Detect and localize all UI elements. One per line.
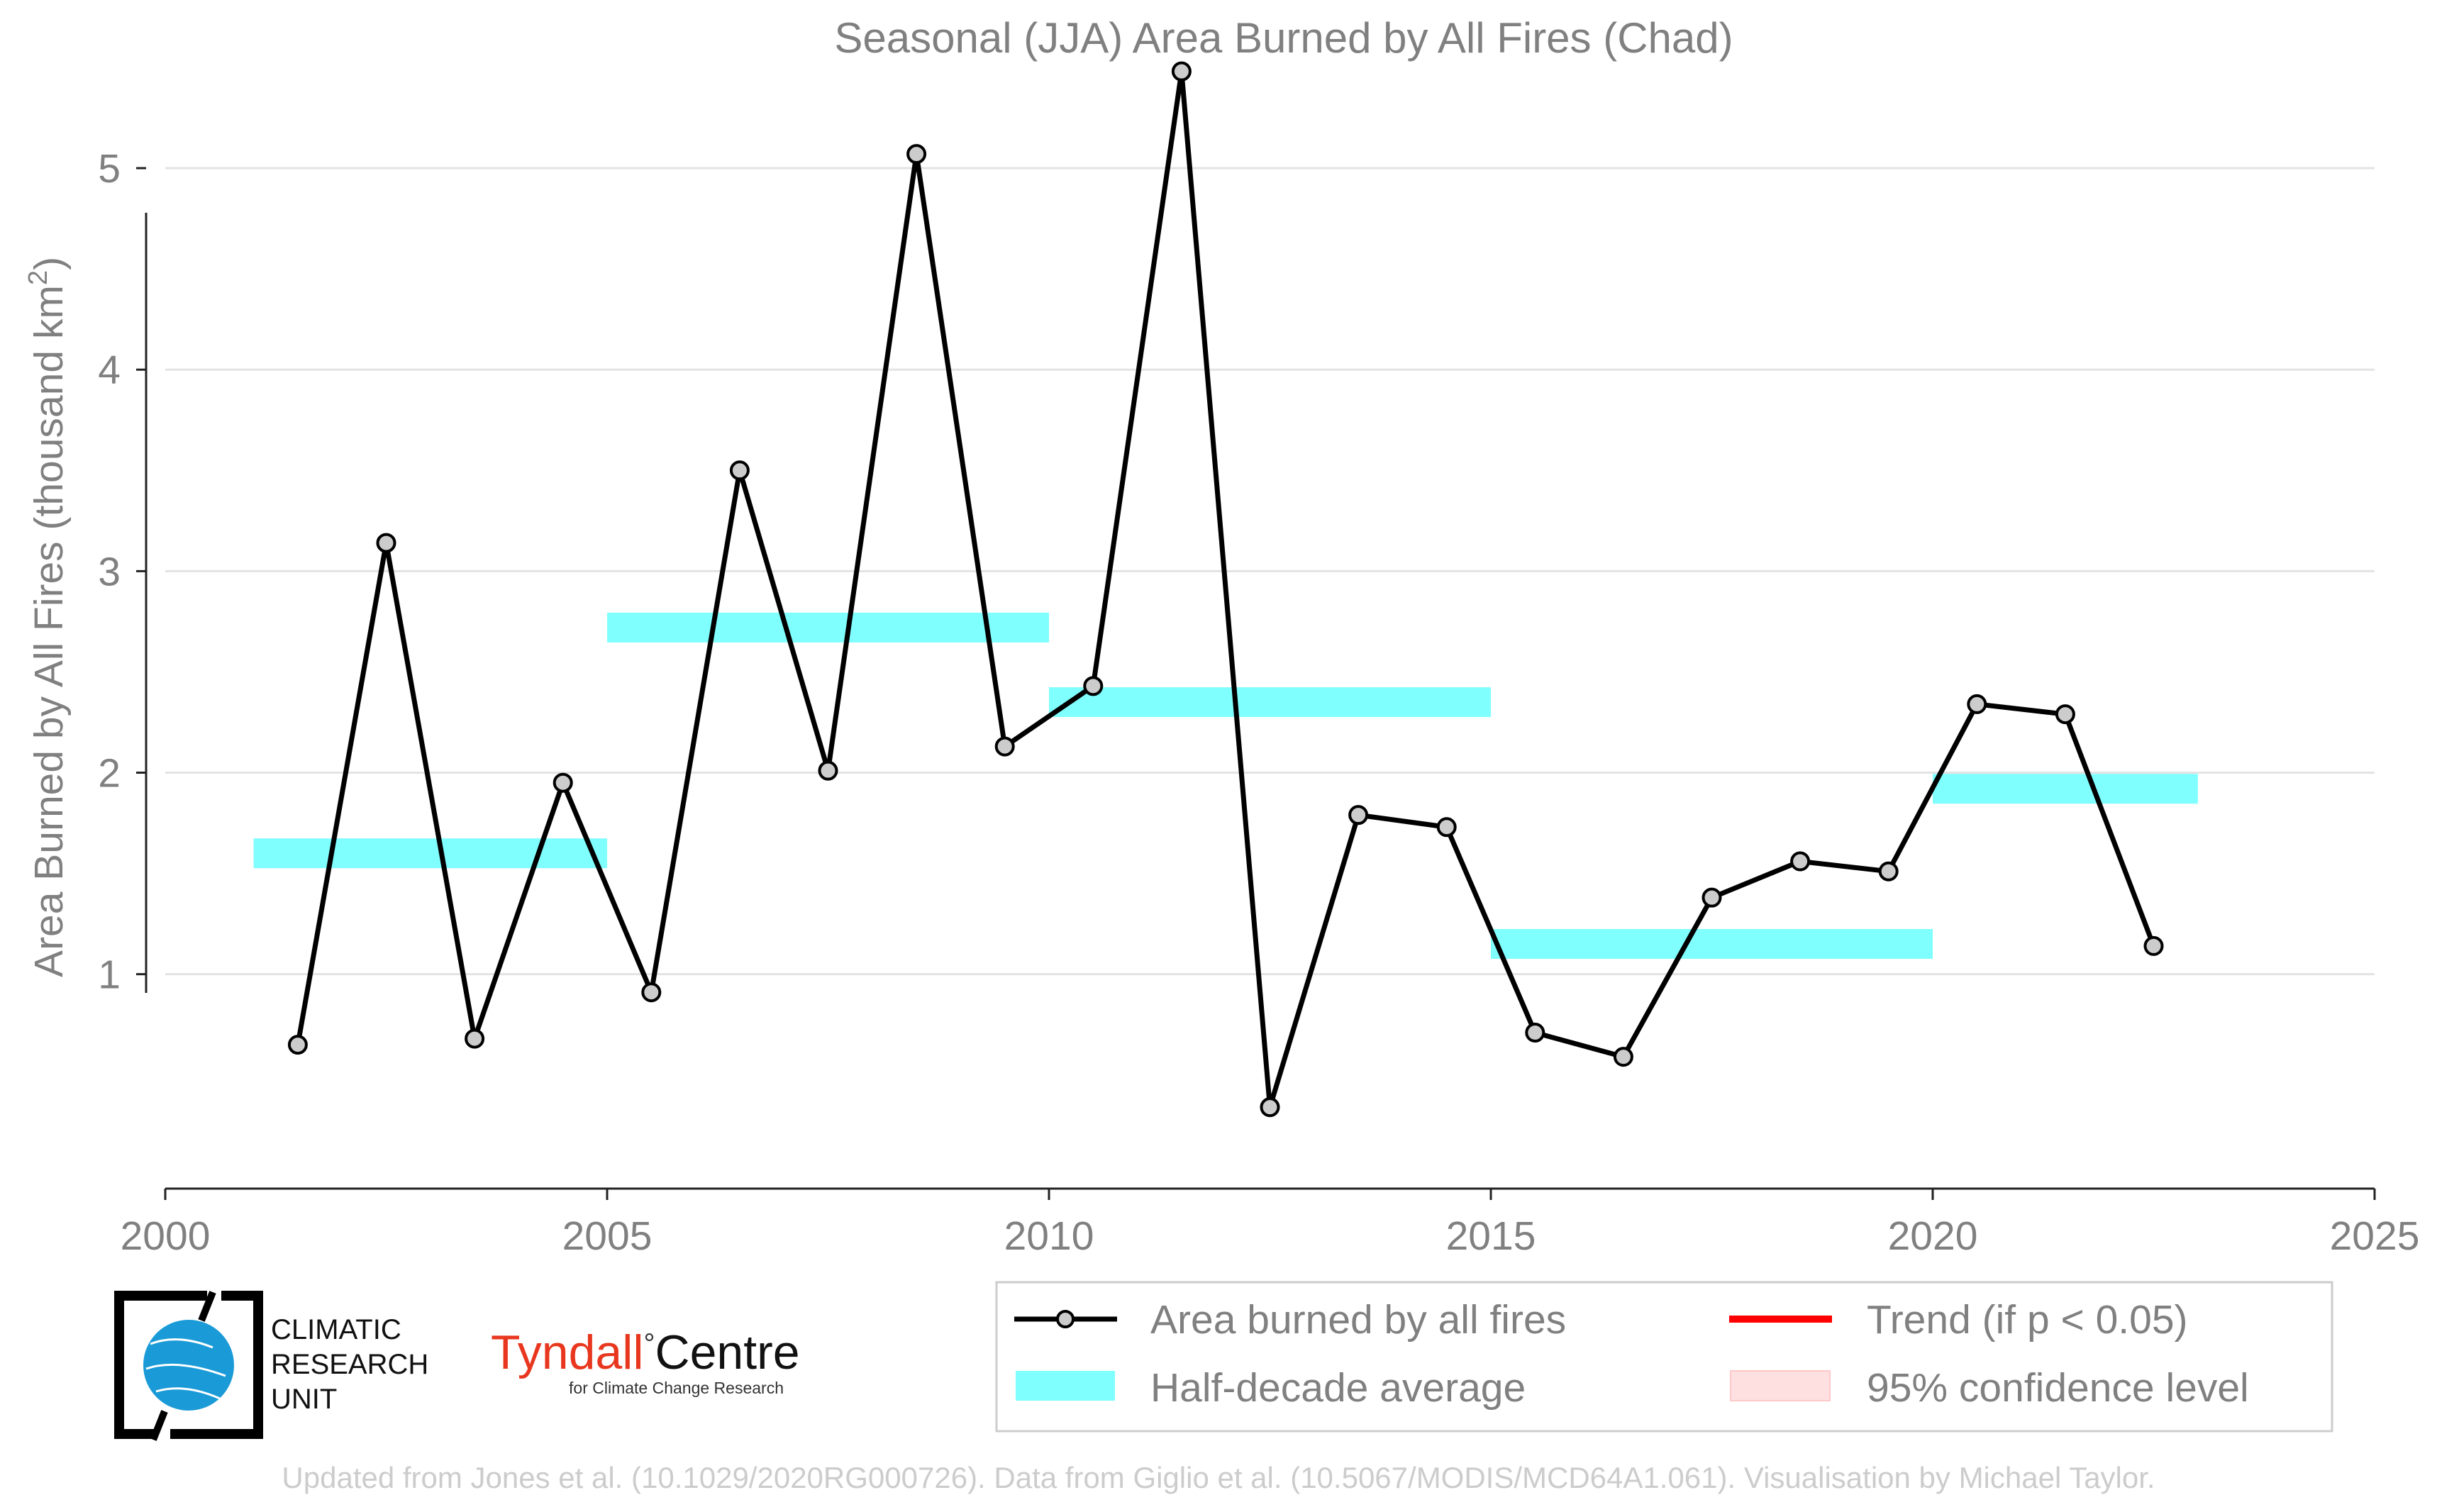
tyndall-logo: Tyndall°Centre for Climate Change Resear… <box>491 1325 800 1397</box>
data-point-2016.5 <box>1613 1047 1633 1067</box>
data-point-2010.5 <box>1083 676 1104 696</box>
cru-text-line3: UNIT <box>271 1384 337 1415</box>
x-tick-label-2020: 2020 <box>1888 1213 1978 1259</box>
data-point-2008.5 <box>906 144 927 165</box>
cru-logo: CLIMATIC RESEARCH UNIT <box>114 1291 428 1441</box>
half-decade-bars <box>253 612 2198 960</box>
data-point-2018.5 <box>1790 851 1811 872</box>
legend-confidence-swatch <box>1730 1370 1831 1401</box>
legend-box <box>995 1281 2333 1433</box>
half-decade-bar-3 <box>1491 929 1933 960</box>
footer-credit: Updated from Jones et al. (10.1029/2020R… <box>282 1461 2155 1494</box>
y-tick-label-1: 1 <box>98 952 121 998</box>
y-tick-label-3: 3 <box>98 549 121 594</box>
y-tick-label-2: 2 <box>98 751 121 796</box>
data-point-2022.5 <box>2143 935 2164 956</box>
data-point-2019.5 <box>1878 861 1899 882</box>
tyndall-centre: Centre <box>655 1325 799 1379</box>
y-axis-label-close: ) <box>26 257 72 270</box>
data-point-2014.5 <box>1436 817 1457 838</box>
legend: Area burned by all fires Trend (if p < 0… <box>995 1281 2333 1433</box>
data-point-2015.5 <box>1525 1023 1545 1043</box>
data-point-2013.5 <box>1348 805 1369 826</box>
data-point-2021.5 <box>2055 704 2075 725</box>
y-axis-label: Area Burned by All Fires (thousand km2) <box>23 257 72 977</box>
data-point-2009.5 <box>994 736 1015 757</box>
y-tick-label-5: 5 <box>98 146 121 191</box>
series-area-burned <box>287 61 2164 1118</box>
data-point-2005.5 <box>641 982 662 1003</box>
data-point-2001.5 <box>287 1035 308 1055</box>
data-point-2003.5 <box>465 1028 485 1049</box>
x-tick-label-2000: 2000 <box>121 1213 211 1259</box>
chart-title: Seasonal (JJA) Area Burned by All Fires … <box>834 14 1733 62</box>
data-point-2002.5 <box>376 533 396 553</box>
legend-marker-swatch <box>1056 1310 1075 1328</box>
legend-label-area-burned: Area burned by all fires <box>1150 1297 1566 1343</box>
tyndall-wordmark: Tyndall°Centre <box>491 1325 800 1379</box>
cru-text-line2: RESEARCH <box>271 1349 428 1380</box>
x-tick-label-2010: 2010 <box>1004 1213 1094 1259</box>
data-point-2006.5 <box>729 460 750 481</box>
x-tick-label-2025: 2025 <box>2330 1213 2420 1259</box>
data-point-2007.5 <box>818 760 838 781</box>
grid-lines <box>165 167 2375 976</box>
data-point-2017.5 <box>1702 887 1722 908</box>
half-decade-bar-4 <box>1933 774 2198 804</box>
cru-frame-gap-bottom <box>150 1410 168 1441</box>
legend-label-confidence: 95% confidence level <box>1867 1365 2249 1411</box>
series-line-0 <box>295 69 2156 1110</box>
legend-half-decade-swatch <box>1016 1371 1115 1401</box>
cru-text-line1: CLIMATIC <box>271 1314 401 1345</box>
globe-lines <box>145 1338 226 1400</box>
cru-frame-gap-top <box>198 1291 216 1322</box>
half-decade-bar-0 <box>253 838 607 869</box>
half-decade-bar-1 <box>607 612 1049 643</box>
tyndall-subtitle: for Climate Change Research <box>569 1379 784 1397</box>
tyndall-word: Tyndall <box>491 1325 643 1379</box>
data-point-2004.5 <box>553 772 573 793</box>
x-tick-label-2015: 2015 <box>1446 1213 1536 1259</box>
y-axis-label-main: Area Burned by All Fires (thousand km <box>26 285 72 977</box>
legend-label-half-decade: Half-decade average <box>1150 1365 1526 1411</box>
y-tick-label-4: 4 <box>98 348 121 393</box>
legend-label-trend: Trend (if p < 0.05) <box>1867 1297 2188 1343</box>
data-point-2020.5 <box>1967 694 1987 714</box>
data-point-2011.5 <box>1171 61 1192 82</box>
half-decade-bar-2 <box>1049 687 1491 718</box>
tyndall-degree: ° <box>643 1328 655 1360</box>
y-axis-label-superscript: 2 <box>23 270 53 285</box>
x-tick-label-2005: 2005 <box>562 1213 653 1259</box>
tick-labels: 1 2 3 4 5 2000 2005 2010 2015 2020 2025 <box>98 146 2419 1259</box>
data-point-2012.5 <box>1260 1097 1280 1118</box>
cru-frame <box>114 1291 263 1439</box>
axes <box>136 167 2376 1200</box>
